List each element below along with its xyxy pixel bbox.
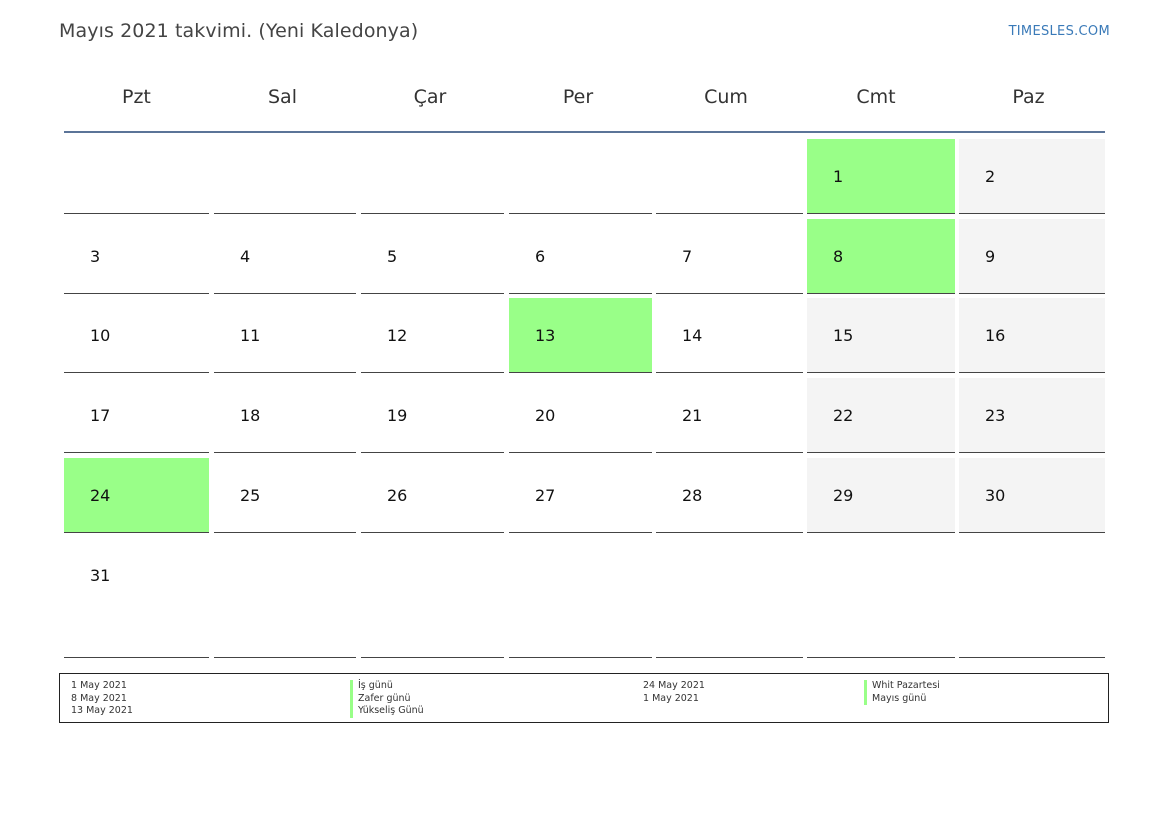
- brand-link[interactable]: TIMESLES.COM: [1008, 24, 1110, 39]
- day-number: 27: [535, 486, 556, 505]
- weekday-label: Cum: [704, 86, 748, 108]
- day-cell: 22: [807, 378, 955, 453]
- day-cell: [361, 538, 504, 658]
- day-cell: 4: [214, 219, 356, 294]
- legend-date: 24 May 2021: [643, 680, 705, 691]
- day-cell: 20: [509, 378, 652, 453]
- day-cell: 10: [64, 298, 209, 373]
- day-cell: 19: [361, 378, 504, 453]
- day-cell: [509, 538, 652, 658]
- weekday-label: Paz: [1012, 86, 1045, 108]
- day-cell: 9: [959, 219, 1105, 294]
- day-cell: 23: [959, 378, 1105, 453]
- day-cell: [64, 139, 209, 214]
- day-cell: 30: [959, 458, 1105, 533]
- day-number: 14: [682, 326, 703, 345]
- day-cell: 15: [807, 298, 955, 373]
- day-cell: 7: [656, 219, 803, 294]
- day-cell: [214, 139, 356, 214]
- day-number: 24: [90, 486, 111, 505]
- weekday-label: Cmt: [856, 86, 896, 108]
- legend-holiday-name: Yükseliş Günü: [350, 705, 424, 718]
- day-cell: [509, 139, 652, 214]
- day-number: 3: [90, 247, 101, 266]
- day-cell: 5: [361, 219, 504, 294]
- day-cell: 8: [807, 219, 955, 294]
- day-number: 12: [387, 326, 408, 345]
- legend-dates-right: 24 May 2021 1 May 2021: [643, 680, 705, 705]
- day-cell: [361, 139, 504, 214]
- day-cell: 13: [509, 298, 652, 373]
- day-number: 16: [985, 326, 1006, 345]
- day-cell: [656, 538, 803, 658]
- day-number: 18: [240, 406, 261, 425]
- day-number: 30: [985, 486, 1006, 505]
- day-number: 9: [985, 247, 996, 266]
- day-cell: 26: [361, 458, 504, 533]
- header-divider: [64, 131, 1105, 133]
- day-cell: 14: [656, 298, 803, 373]
- weekday-label: Çar: [413, 86, 447, 108]
- day-number: 8: [833, 247, 844, 266]
- page-title: Mayıs 2021 takvimi. (Yeni Kaledonya): [59, 20, 419, 42]
- legend-dates-left: 1 May 2021 8 May 2021 13 May 2021: [71, 680, 133, 718]
- legend-names-right: Whit Pazartesi Mayıs günü: [864, 680, 940, 705]
- day-cell: 16: [959, 298, 1105, 373]
- day-cell: 17: [64, 378, 209, 453]
- day-cell: 2: [959, 139, 1105, 214]
- day-cell: 3: [64, 219, 209, 294]
- day-number: 7: [682, 247, 693, 266]
- day-cell: 12: [361, 298, 504, 373]
- day-number: 25: [240, 486, 261, 505]
- holiday-legend: 1 May 2021 8 May 2021 13 May 2021 İş gün…: [59, 673, 1109, 723]
- legend-date: 1 May 2021: [643, 692, 699, 704]
- weekday-header: Pzt Sal Çar Per Cum Cmt Paz: [64, 80, 1105, 132]
- day-number: 15: [833, 326, 854, 345]
- day-number: 26: [387, 486, 408, 505]
- weekday-label: Pzt: [122, 86, 151, 108]
- day-number: 31: [90, 566, 111, 585]
- day-number: 13: [535, 326, 556, 345]
- legend-date: 1 May 2021: [71, 680, 127, 691]
- day-number: 21: [682, 406, 703, 425]
- day-cell: 6: [509, 219, 652, 294]
- day-number: 4: [240, 247, 251, 266]
- day-number: 1: [833, 167, 844, 186]
- day-cell: 24: [64, 458, 209, 533]
- day-number: 6: [535, 247, 546, 266]
- day-cell: [656, 139, 803, 214]
- day-cell: 31: [64, 538, 209, 658]
- day-number: 17: [90, 406, 111, 425]
- legend-holiday-name: İş günü: [350, 680, 424, 693]
- day-cell: [214, 538, 356, 658]
- day-number: 28: [682, 486, 703, 505]
- day-cell: 11: [214, 298, 356, 373]
- legend-holiday-name: Whit Pazartesi: [864, 680, 940, 693]
- day-cell: 25: [214, 458, 356, 533]
- day-cell: 28: [656, 458, 803, 533]
- day-cell: [959, 538, 1105, 658]
- day-cell: 1: [807, 139, 955, 214]
- weekday-label: Per: [562, 86, 594, 108]
- day-number: 19: [387, 406, 408, 425]
- day-number: 20: [535, 406, 556, 425]
- weekday-label: Sal: [268, 86, 297, 108]
- day-number: 5: [387, 247, 398, 266]
- day-number: 22: [833, 406, 854, 425]
- day-cell: [807, 538, 955, 658]
- day-number: 2: [985, 167, 996, 186]
- legend-date: 13 May 2021: [71, 705, 133, 716]
- day-cell: 18: [214, 378, 356, 453]
- day-number: 11: [240, 326, 261, 345]
- legend-holiday-name: Zafer günü: [350, 692, 424, 705]
- day-number: 29: [833, 486, 854, 505]
- day-number: 10: [90, 326, 111, 345]
- day-cell: 27: [509, 458, 652, 533]
- day-number: 23: [985, 406, 1006, 425]
- legend-holiday-name: Mayıs günü: [864, 692, 940, 705]
- legend-date: 8 May 2021: [71, 692, 127, 704]
- legend-names-left: İş günü Zafer günü Yükseliş Günü: [350, 680, 424, 718]
- day-cell: 21: [656, 378, 803, 453]
- day-cell: 29: [807, 458, 955, 533]
